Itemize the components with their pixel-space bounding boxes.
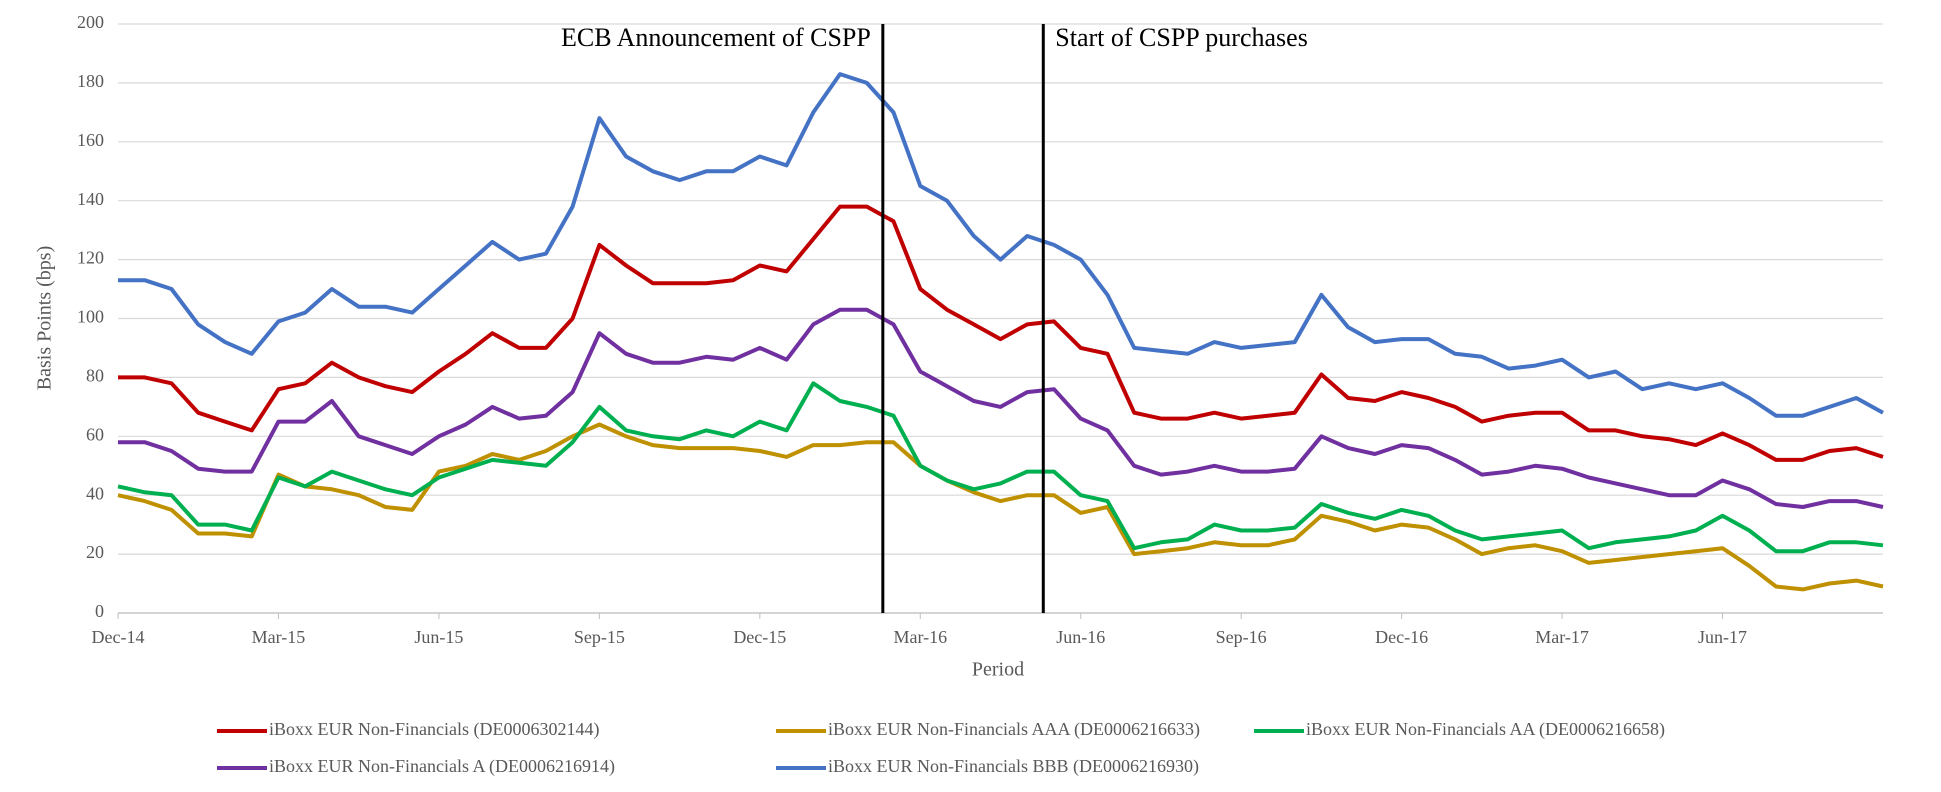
x-tick-label: Dec-16: [1375, 627, 1428, 647]
y-tick-label: 40: [86, 483, 104, 503]
y-tick-label: 140: [77, 189, 104, 209]
series-line: [118, 72, 1884, 418]
y-axis-label: Basis Points (bps): [34, 246, 56, 390]
y-tick-label: 180: [77, 71, 104, 91]
x-tick-label: Jun-17: [1698, 627, 1747, 647]
x-tick-label: Mar-15: [252, 627, 306, 647]
legend-label: iBoxx EUR Non-Financials (DE0006302144): [269, 719, 599, 740]
x-tick-label: Jun-16: [1056, 627, 1105, 647]
series-line: [118, 307, 1884, 509]
legend-label: iBoxx EUR Non-Financials BBB (DE00062169…: [828, 756, 1199, 777]
x-tick-label: Dec-14: [92, 627, 145, 647]
x-axis-label: Period: [972, 659, 1024, 681]
y-tick-label: 80: [86, 366, 104, 386]
annotation-text: Start of CSPP purchases: [1055, 23, 1308, 52]
x-tick-label: Jun-15: [414, 627, 463, 647]
y-tick-label: 120: [77, 248, 104, 268]
annotation-text: ECB Announcement of CSPP: [561, 23, 871, 52]
x-tick-label: Sep-16: [1216, 627, 1267, 647]
x-tick-label: Mar-17: [1535, 627, 1589, 647]
legend-label: iBoxx EUR Non-Financials A (DE0006216914…: [269, 756, 615, 777]
series-line: [117, 422, 1884, 592]
legend-label: iBoxx EUR Non-Financials AAA (DE00062166…: [828, 719, 1200, 740]
x-tick-label: Sep-15: [574, 627, 625, 647]
x-tick-label: Dec-15: [733, 627, 786, 647]
y-tick-label: 200: [77, 12, 104, 32]
legend-label: iBoxx EUR Non-Financials AA (DE000621665…: [1306, 719, 1665, 740]
x-tick-label: Mar-16: [893, 627, 947, 647]
y-tick-label: 60: [86, 424, 104, 444]
y-tick-label: 100: [77, 307, 104, 327]
y-tick-label: 160: [77, 130, 104, 150]
y-tick-label: 0: [95, 601, 104, 621]
series-line: [118, 204, 1884, 462]
series-line: [117, 381, 1884, 554]
y-tick-label: 20: [86, 542, 104, 562]
